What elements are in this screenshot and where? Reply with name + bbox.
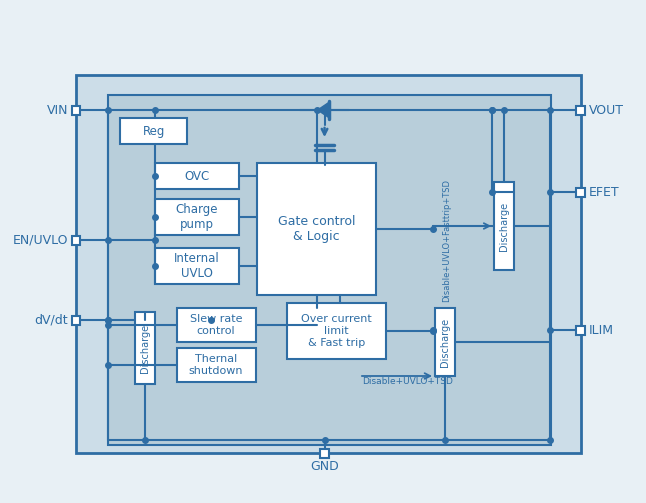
Bar (155, 248, 239, 284)
Bar (176, 308, 256, 342)
Bar (320, 449, 329, 458)
Bar (287, 303, 386, 359)
Bar (435, 308, 455, 376)
Bar (76, 75, 581, 453)
Bar (576, 188, 585, 197)
Bar (135, 312, 155, 384)
Text: Reg: Reg (143, 125, 165, 137)
Text: Gate control
& Logic: Gate control & Logic (278, 215, 355, 243)
Text: Disable+UVLO+TSD: Disable+UVLO+TSD (362, 377, 453, 386)
Text: Over current
limit
& Fast trip: Over current limit & Fast trip (301, 314, 371, 348)
Text: Discharge: Discharge (140, 323, 150, 373)
Text: Discharge: Discharge (440, 317, 450, 367)
Text: EN/UVLO: EN/UVLO (13, 233, 68, 246)
Bar (258, 163, 376, 295)
Bar (576, 106, 585, 115)
Bar (72, 315, 81, 324)
Text: GND: GND (310, 461, 339, 473)
Text: Thernal
shutdown: Thernal shutdown (189, 354, 244, 376)
Text: VIN: VIN (47, 104, 68, 117)
Bar (72, 106, 81, 115)
Text: Discharge: Discharge (499, 201, 509, 250)
Polygon shape (318, 102, 329, 118)
Bar (576, 325, 585, 334)
Bar (155, 163, 239, 189)
Bar (72, 235, 81, 244)
Text: Slew rate
control: Slew rate control (190, 314, 242, 336)
Bar (176, 348, 256, 382)
Bar (155, 199, 239, 235)
Bar (120, 118, 187, 144)
Bar (494, 182, 514, 270)
Text: Internal
UVLO: Internal UVLO (174, 252, 220, 280)
Text: EFET: EFET (589, 186, 620, 199)
Text: ILIM: ILIM (589, 323, 614, 337)
Bar (108, 95, 551, 445)
Text: Disable+UVLO+Fasttrip+TSD: Disable+UVLO+Fasttrip+TSD (443, 179, 452, 301)
Text: OVC: OVC (184, 170, 209, 183)
Text: Charge
pump: Charge pump (176, 203, 218, 231)
Text: dV/dt: dV/dt (34, 313, 68, 326)
Text: VOUT: VOUT (589, 104, 624, 117)
